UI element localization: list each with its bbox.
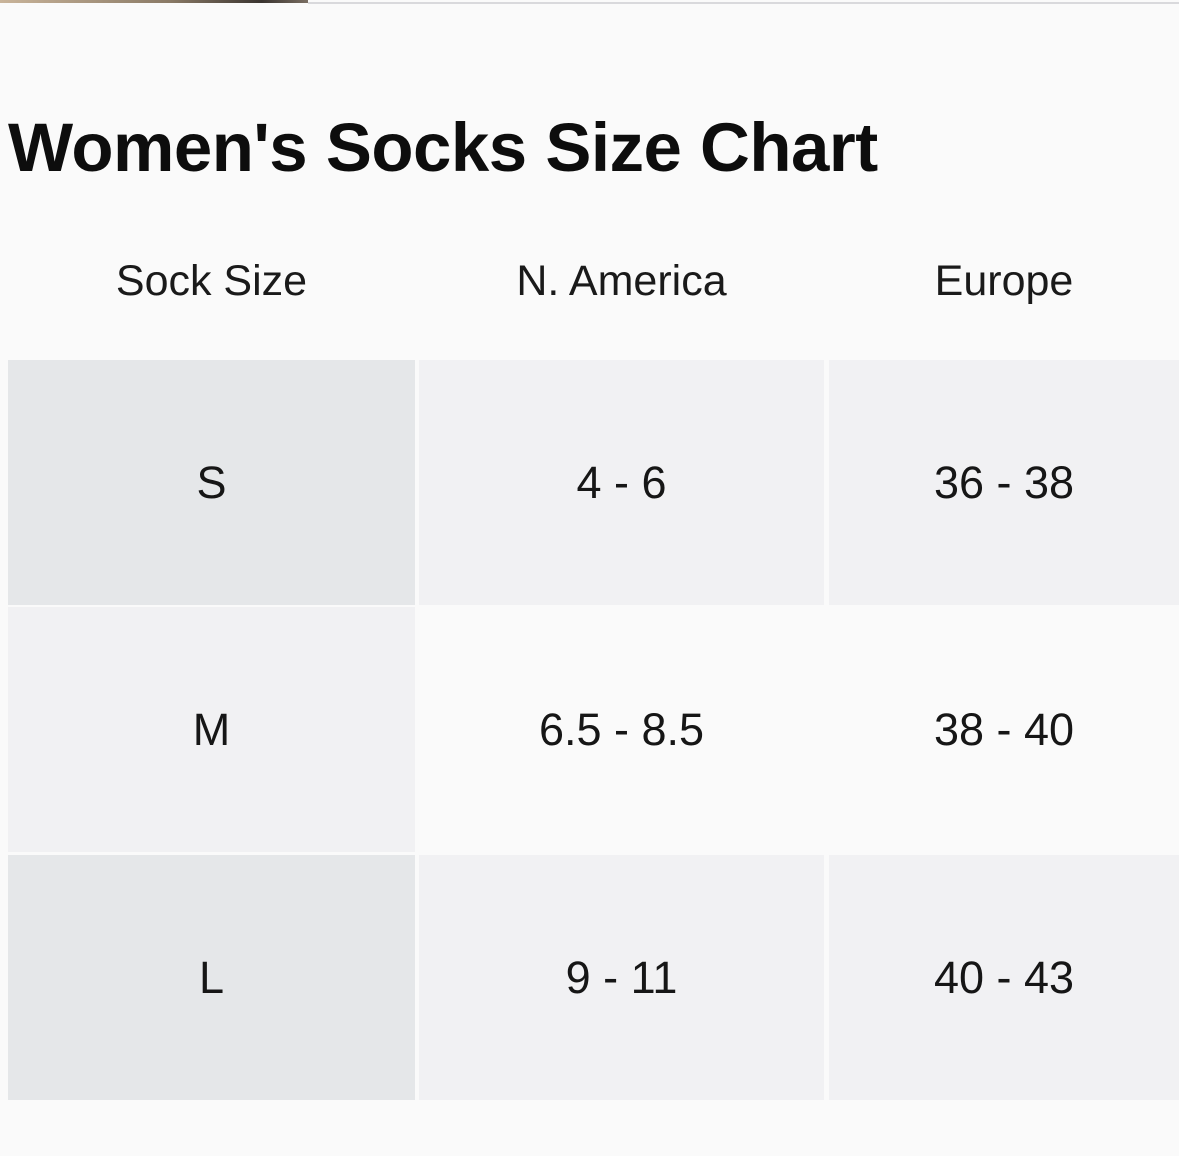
sock-size-cell: M: [8, 607, 415, 852]
sock-size-cell: S: [8, 360, 415, 605]
product-image-edge: [0, 0, 308, 3]
size-chart-table: Sock Size N. America Europe S 4 - 6 36 -…: [8, 238, 1179, 1100]
sock-size-cell: L: [8, 855, 415, 1100]
header-north-america: N. America: [516, 257, 727, 305]
page-title: Women's Socks Size Chart: [8, 109, 878, 186]
table-row: S 4 - 6 36 - 38: [8, 360, 1179, 607]
header-europe: Europe: [934, 257, 1074, 305]
europe-cell: 36 - 38: [829, 360, 1179, 605]
europe-cell: 38 - 40: [829, 607, 1179, 852]
table-row: M 6.5 - 8.5 38 - 40: [8, 607, 1179, 854]
divider-line: [308, 2, 1179, 4]
table-row: L 9 - 11 40 - 43: [8, 855, 1179, 1102]
top-divider: [0, 0, 1179, 6]
north-america-cell: 4 - 6: [419, 360, 824, 605]
north-america-cell: 6.5 - 8.5: [419, 607, 824, 852]
europe-cell: 40 - 43: [829, 855, 1179, 1100]
north-america-cell: 9 - 11: [419, 855, 824, 1100]
header-sock-size: Sock Size: [115, 257, 308, 305]
table-header-row: Sock Size N. America Europe: [8, 238, 1179, 358]
